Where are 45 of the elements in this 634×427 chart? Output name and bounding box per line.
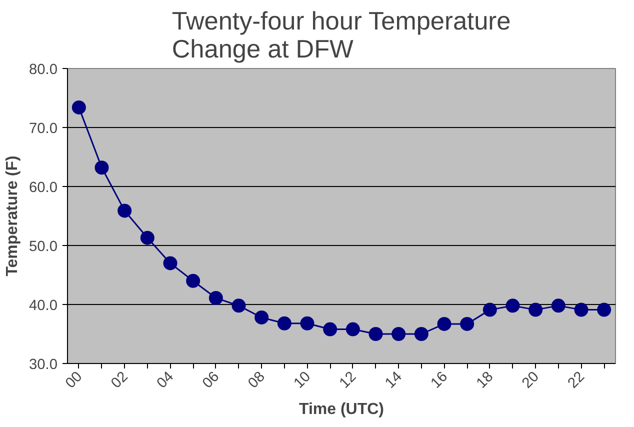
point <box>392 327 406 341</box>
point <box>254 310 269 324</box>
point <box>414 327 428 341</box>
x-tick-label: 04 <box>154 368 177 392</box>
x-tick-label: 12 <box>336 368 360 392</box>
point <box>346 322 360 336</box>
point <box>277 316 292 330</box>
point <box>368 327 383 341</box>
x-tick-label: 00 <box>62 368 86 392</box>
y-tick-label: 40.0 <box>28 298 58 314</box>
point <box>574 302 588 317</box>
point <box>323 322 338 336</box>
point <box>460 316 474 331</box>
x-tick-label: 20 <box>519 368 542 392</box>
y-tick-label: 50.0 <box>28 239 58 255</box>
point <box>118 204 132 218</box>
y-tick-label: 30.0 <box>28 357 58 373</box>
x-axis-title: Time (UTC) <box>298 400 384 418</box>
point <box>72 100 86 114</box>
x-tick-label: 08 <box>245 368 268 392</box>
x-tick-label: 10 <box>291 368 314 392</box>
point <box>506 298 520 313</box>
x-tick-label: 18 <box>474 368 497 392</box>
y-axis-title: Temperature (F) <box>4 156 21 276</box>
x-tick-label: 22 <box>565 368 588 392</box>
point <box>186 274 200 288</box>
x-tick-label: 02 <box>108 368 132 392</box>
y-tick-label: 70.0 <box>28 121 58 137</box>
point <box>300 316 314 330</box>
chart-title: Twenty-four hour Temperature Change at DFW <box>172 8 511 64</box>
point <box>551 298 566 313</box>
point <box>94 160 109 175</box>
point <box>140 230 154 245</box>
point <box>597 302 612 317</box>
point <box>528 302 543 317</box>
point <box>232 298 246 313</box>
x-tick-label: 14 <box>382 368 406 392</box>
x-tick-label: 16 <box>428 368 451 392</box>
point <box>163 256 178 270</box>
point <box>208 291 223 305</box>
point <box>437 316 452 331</box>
point <box>482 302 497 317</box>
x-tick-label: 06 <box>200 368 223 392</box>
y-tick-label: 80.0 <box>28 62 58 78</box>
y-tick-label: 60.0 <box>28 180 58 196</box>
